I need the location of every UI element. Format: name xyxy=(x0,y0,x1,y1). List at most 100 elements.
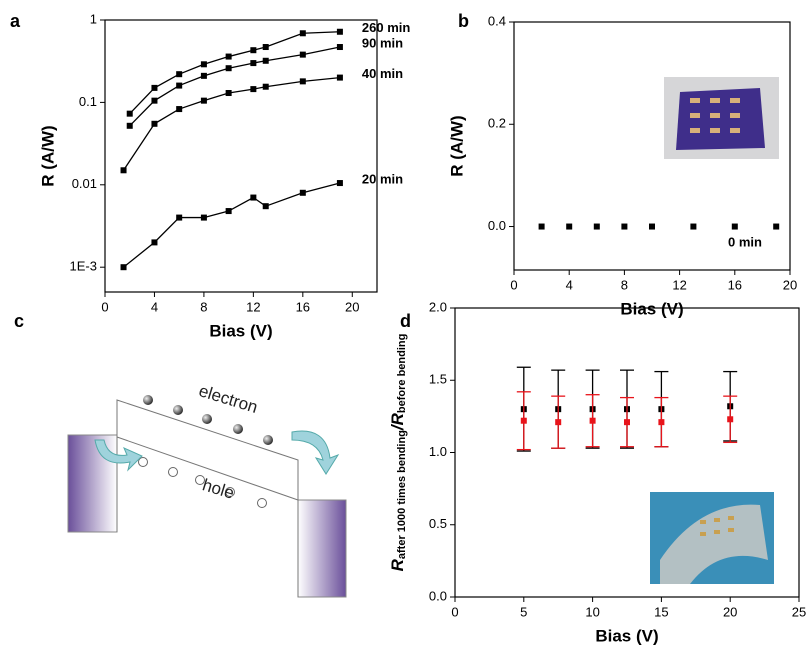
panel-label: d xyxy=(400,311,411,331)
x-tick-label: 16 xyxy=(728,277,742,292)
marker xyxy=(299,30,306,37)
marker xyxy=(151,97,158,104)
band-diagram: c electron hole xyxy=(14,311,347,598)
marker xyxy=(538,223,545,230)
y-tick-label: 0.01 xyxy=(72,176,97,191)
annotation: 0 min xyxy=(728,234,762,249)
marker xyxy=(250,86,257,93)
marker xyxy=(225,208,232,215)
marker xyxy=(126,122,133,129)
marker xyxy=(225,65,232,72)
x-tick-label: 0 xyxy=(451,604,458,619)
x-tick-label: 20 xyxy=(345,299,359,314)
x-tick-label: 12 xyxy=(672,277,686,292)
y-axis-title-part: before bending xyxy=(396,334,408,413)
marker xyxy=(593,223,600,230)
x-tick-label: 8 xyxy=(200,299,207,314)
panel-label: a xyxy=(10,11,21,31)
marker xyxy=(176,106,183,113)
electrons xyxy=(143,395,273,445)
x-tick-label: 10 xyxy=(585,604,599,619)
series-line xyxy=(123,182,341,268)
y-axis-title-part: R xyxy=(388,558,407,571)
x-tick-label: 0 xyxy=(510,277,517,292)
marker xyxy=(299,78,306,85)
plot-frame xyxy=(513,21,791,271)
series-label: 20 min xyxy=(362,171,403,186)
x-tick-label: 25 xyxy=(792,604,806,619)
marker xyxy=(299,189,306,196)
y-tick-label: 0.1 xyxy=(79,94,97,109)
marker xyxy=(555,419,562,426)
marker xyxy=(520,417,527,424)
marker xyxy=(773,223,780,230)
x-tick-label: 0 xyxy=(101,299,108,314)
marker xyxy=(589,417,596,424)
marker xyxy=(658,419,665,426)
arrow xyxy=(94,439,143,472)
marker xyxy=(262,57,269,64)
marker xyxy=(200,97,207,104)
marker xyxy=(624,419,630,426)
marker xyxy=(151,84,158,91)
y-axis-title-part: after 1000 times bending xyxy=(396,430,408,559)
x-axis-title: Bias (V) xyxy=(595,626,658,645)
plot-frame xyxy=(104,19,378,293)
left-contact xyxy=(67,434,118,533)
y-tick-label: 0.0 xyxy=(488,218,506,233)
x-tick-label: 4 xyxy=(151,299,158,314)
marker xyxy=(336,28,343,35)
x-tick-label: 4 xyxy=(566,277,573,292)
marker xyxy=(731,223,738,230)
x-tick-label: 15 xyxy=(654,604,668,619)
y-axis-title-part: /R xyxy=(388,412,407,431)
marker xyxy=(176,71,183,78)
marker xyxy=(727,416,734,423)
y-tick-label: 1 xyxy=(90,11,97,26)
x-axis-title: Bias (V) xyxy=(620,299,683,318)
panel-label: c xyxy=(14,311,24,331)
marker xyxy=(126,110,133,117)
marker xyxy=(120,264,127,271)
marker xyxy=(649,223,655,230)
marker xyxy=(250,47,257,54)
x-tick-label: 16 xyxy=(296,299,310,314)
y-tick-label: 1.5 xyxy=(429,372,447,387)
x-tick-label: 20 xyxy=(723,604,737,619)
marker xyxy=(200,72,207,79)
x-axis-title: Bias (V) xyxy=(209,321,272,340)
y-axis-title: R (A/W) xyxy=(447,115,466,176)
x-tick-label: 20 xyxy=(783,277,797,292)
electron-label: electron xyxy=(197,381,260,417)
y-tick-label: 1.0 xyxy=(429,444,447,459)
inset-photo xyxy=(664,77,779,159)
marker xyxy=(621,223,628,230)
y-tick-label: 0.2 xyxy=(488,116,506,131)
y-tick-label: 0.0 xyxy=(429,588,447,603)
marker xyxy=(176,214,183,221)
marker xyxy=(151,239,158,246)
marker xyxy=(262,203,269,210)
marker xyxy=(262,83,269,90)
marker xyxy=(250,60,257,67)
marker xyxy=(250,194,257,201)
marker xyxy=(299,51,306,58)
marker xyxy=(176,82,183,89)
x-tick-label: 5 xyxy=(520,604,527,619)
marker xyxy=(151,120,158,127)
arrow xyxy=(291,430,340,475)
y-tick-label: 2.0 xyxy=(429,299,447,314)
marker xyxy=(200,61,207,68)
x-tick-label: 8 xyxy=(621,277,628,292)
marker xyxy=(225,53,232,60)
series-line xyxy=(129,31,340,115)
marker xyxy=(566,223,573,230)
marker xyxy=(336,74,343,81)
y-axis-title: R (A/W) xyxy=(38,125,57,186)
series-label: 40 min xyxy=(362,66,403,81)
x-tick-label: 12 xyxy=(246,299,260,314)
series-line xyxy=(129,46,341,127)
y-axis-title: Rafter 1000 times bending/Rbefore bendin… xyxy=(388,334,407,572)
marker xyxy=(336,44,343,51)
